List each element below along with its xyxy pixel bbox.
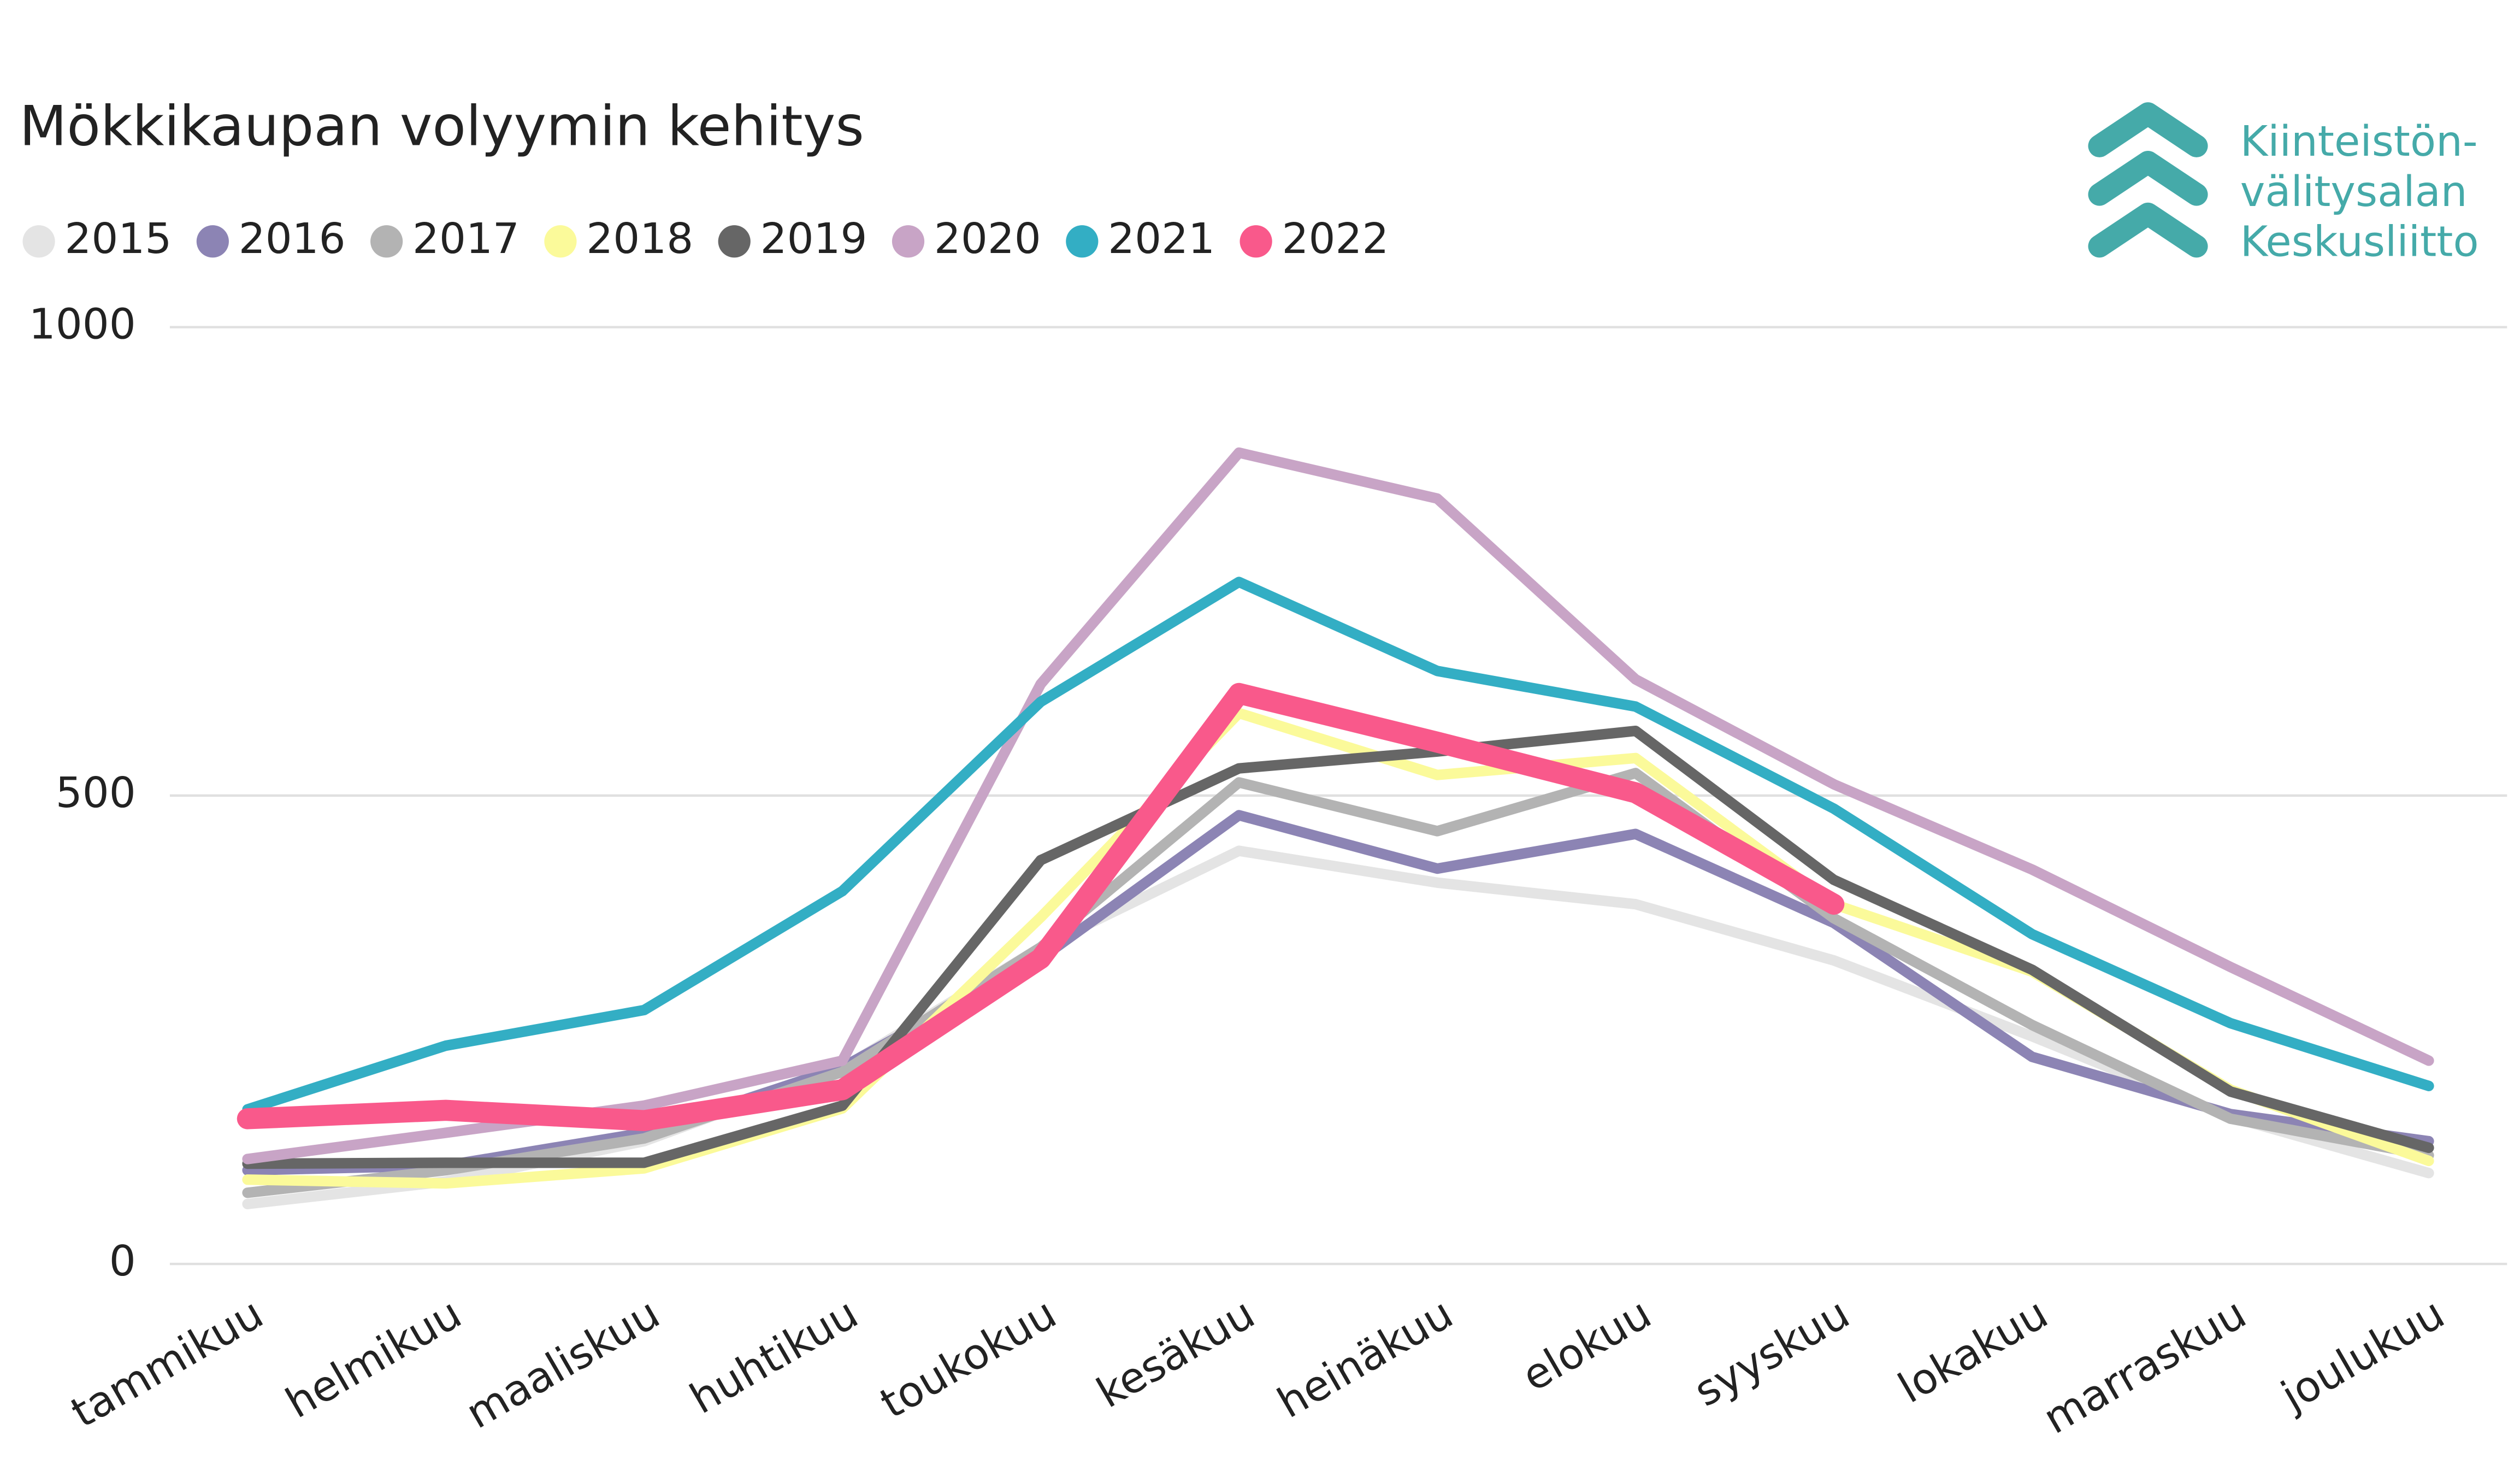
x-tick-label: maaliskuu	[458, 1289, 668, 1438]
series-line	[242, 576, 2434, 1115]
legend-marker	[370, 225, 403, 258]
legend-label: 2016	[239, 215, 346, 263]
series-line	[242, 725, 2434, 1169]
legend-marker	[196, 225, 229, 258]
legend-marker	[22, 225, 55, 258]
legend-label: 2022	[1282, 215, 1389, 263]
logo-text: välitysalan	[2240, 168, 2468, 216]
x-tick-label: marraskuu	[2035, 1289, 2255, 1444]
legend-marker	[1240, 225, 1272, 258]
legend-marker	[892, 225, 925, 258]
legend-marker	[544, 225, 577, 258]
x-tick-label: kesäkuu	[1089, 1289, 1262, 1417]
legend-label: 2019	[760, 215, 867, 263]
x-tick-label: toukokuu	[872, 1289, 1065, 1428]
legend-label: 2018	[586, 215, 693, 263]
legend-label: 2015	[64, 215, 172, 263]
series-line	[237, 683, 1845, 1131]
legend-label: 2017	[412, 215, 520, 263]
series-line	[242, 810, 2434, 1176]
logo-text: Keskusliitto	[2240, 218, 2479, 267]
x-tick-label: helmikuu	[278, 1289, 470, 1428]
x-tick-label: huhtikuu	[682, 1289, 866, 1423]
x-tick-label: heinäkuu	[1270, 1289, 1461, 1428]
x-tick-label: elokuu	[1514, 1289, 1660, 1401]
series-line	[242, 768, 2434, 1198]
y-tick-label: 0	[109, 1237, 136, 1286]
logo-text: Kiinteistön-	[2240, 117, 2478, 166]
x-tick-label: syyskuu	[1686, 1289, 1858, 1416]
y-tick-label: 1000	[29, 301, 136, 349]
chart-title: Mökkikaupan volyymin kehitys	[20, 94, 864, 158]
y-tick-label: 500	[56, 769, 136, 817]
x-tick-label: joulukuu	[2273, 1289, 2453, 1421]
x-tick-label: lokakuu	[1891, 1289, 2056, 1413]
legend-label: 2021	[1108, 215, 1215, 263]
legend-label: 2020	[934, 215, 1041, 263]
legend-marker	[1066, 225, 1099, 258]
legend-marker	[718, 225, 751, 258]
x-tick-label: tammikuu	[63, 1289, 272, 1437]
logo-mark	[2088, 102, 2208, 258]
